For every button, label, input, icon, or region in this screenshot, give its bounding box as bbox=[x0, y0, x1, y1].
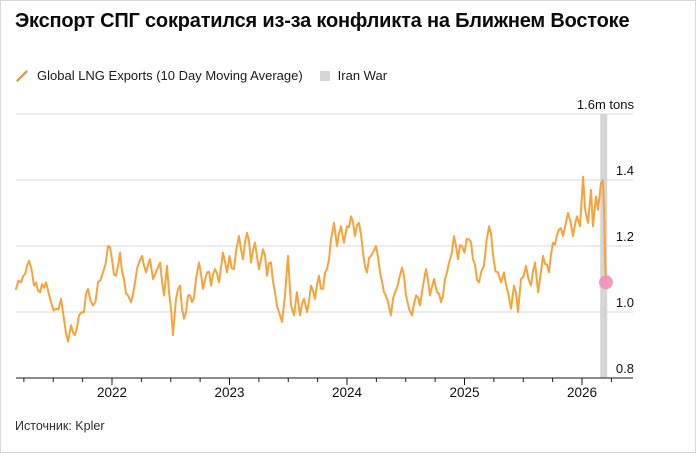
y-tick-label: 1.2 bbox=[616, 229, 634, 244]
x-tick-label: 2024 bbox=[332, 385, 363, 400]
y-tick-label: 1.4 bbox=[616, 163, 634, 178]
y-tick-label: 0.8 bbox=[616, 361, 634, 376]
x-tick-label: 2025 bbox=[449, 385, 479, 400]
x-tick-label: 2022 bbox=[97, 385, 127, 400]
y-tick-label: 1.6m tons bbox=[577, 97, 635, 112]
chart-title: Экспорт СПГ сократился из-за конфликта н… bbox=[15, 10, 630, 32]
end-point-marker bbox=[598, 275, 613, 290]
source-note: Источник: Kpler bbox=[15, 419, 105, 433]
band-square-icon bbox=[319, 70, 330, 81]
x-tick-label: 2023 bbox=[214, 385, 244, 400]
legend-item-lng-exports: Global LNG Exports (10 Day Moving Averag… bbox=[15, 68, 303, 83]
legend-label-iran-war: Iran War bbox=[337, 68, 388, 83]
lng-exports-line bbox=[15, 175, 607, 343]
y-tick-label: 1.0 bbox=[616, 295, 634, 310]
chart-legend: Global LNG Exports (10 Day Moving Averag… bbox=[15, 68, 387, 83]
x-tick-label: 2026 bbox=[567, 385, 597, 400]
iran-war-band bbox=[600, 114, 608, 378]
legend-label-lng-exports: Global LNG Exports (10 Day Moving Averag… bbox=[37, 68, 303, 83]
line-slash-icon bbox=[16, 69, 28, 82]
legend-item-iran-war: Iran War bbox=[319, 68, 388, 83]
